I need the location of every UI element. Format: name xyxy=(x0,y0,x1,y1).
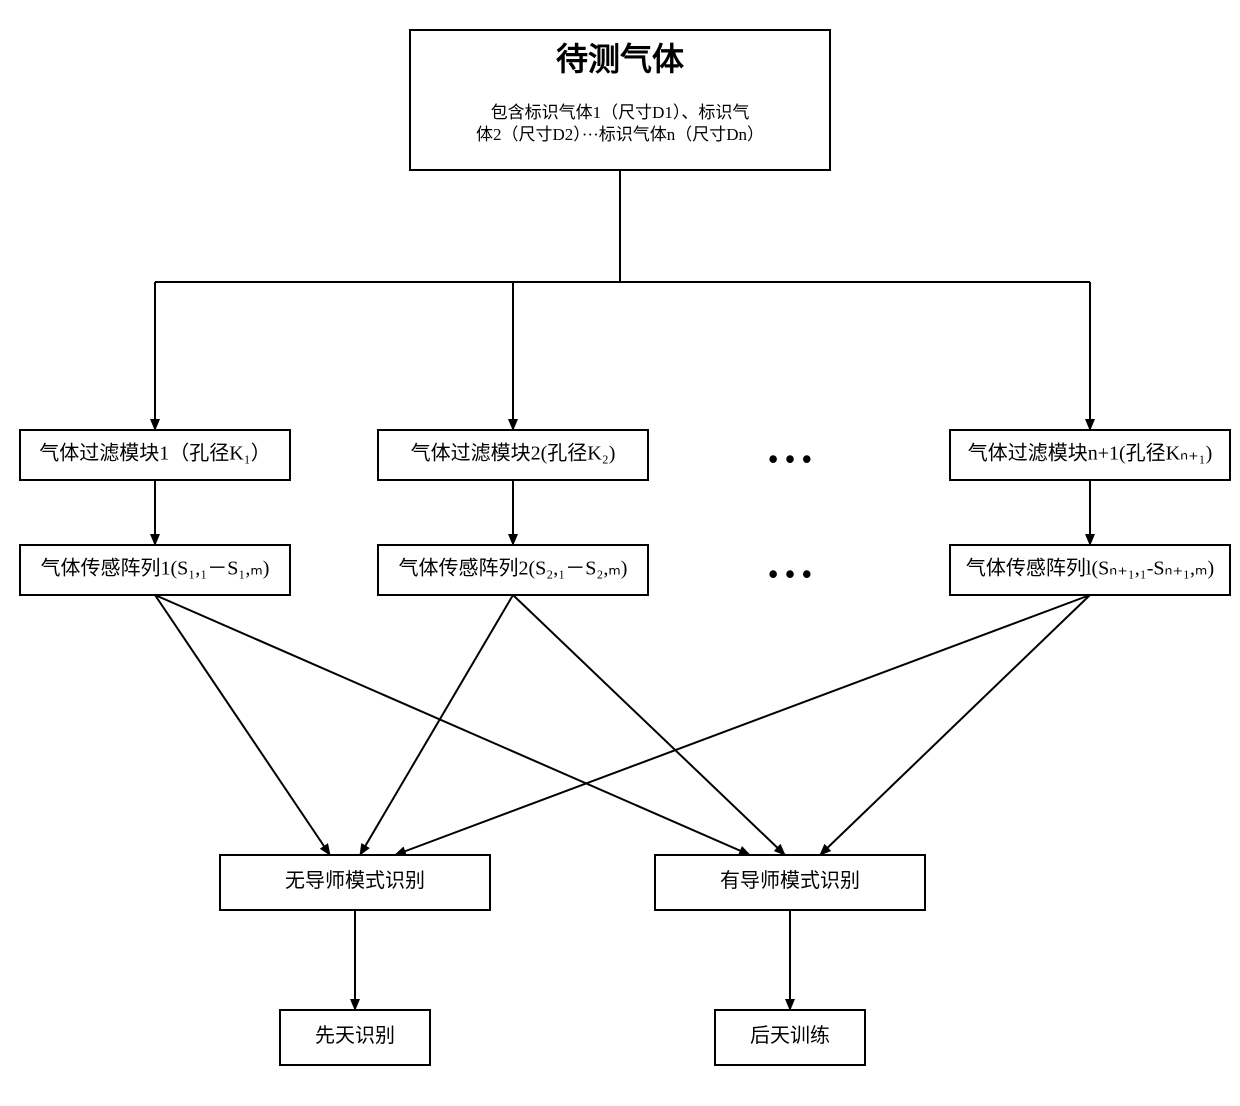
node-label: 气体传感阵列1(S₁,₁－S₁,ₘ) xyxy=(41,557,270,580)
ellipsis-dots: • • • xyxy=(768,444,811,475)
node-filter2: 气体过滤模块2(孔径K₂) xyxy=(378,430,648,480)
node-out_left: 先天识别 xyxy=(280,1010,430,1065)
node-sensor3: 气体传感阵列l(Sₙ₊₁,₁-Sₙ₊₁,ₘ) xyxy=(950,545,1230,595)
node-subtitle: 包含标识气体1（尺寸D1）、标识气 xyxy=(491,103,750,122)
ellipsis-dots: • • • xyxy=(768,559,811,590)
edge xyxy=(395,595,1090,855)
node-label: 无导师模式识别 xyxy=(285,869,425,892)
node-label: 有导师模式识别 xyxy=(720,869,860,892)
edge xyxy=(155,595,750,855)
node-label: 气体过滤模块2(孔径K₂) xyxy=(411,442,616,465)
node-recog_left: 无导师模式识别 xyxy=(220,855,490,910)
node-label: 气体传感阵列2(S₂,₁－S₂,ₘ) xyxy=(399,557,628,580)
node-recog_right: 有导师模式识别 xyxy=(655,855,925,910)
node-label: 气体过滤模块1（孔径K₁） xyxy=(39,442,270,465)
node-subtitle: 体2（尺寸D2）···标识气体n（尺寸Dn） xyxy=(476,125,764,144)
node-label: 先天识别 xyxy=(315,1024,395,1047)
node-filter3: 气体过滤模块n+1(孔径Kₙ₊₁) xyxy=(950,430,1230,480)
node-out_right: 后天训练 xyxy=(715,1010,865,1065)
flowchart-canvas: 待测气体包含标识气体1（尺寸D1）、标识气体2（尺寸D2）···标识气体n（尺寸… xyxy=(0,0,1240,1106)
node-label: 气体过滤模块n+1(孔径Kₙ₊₁) xyxy=(968,442,1213,465)
node-title: 待测气体 xyxy=(556,41,684,77)
edge xyxy=(820,595,1090,855)
node-label: 后天训练 xyxy=(750,1024,830,1047)
node-top: 待测气体包含标识气体1（尺寸D1）、标识气体2（尺寸D2）···标识气体n（尺寸… xyxy=(410,30,830,170)
node-filter1: 气体过滤模块1（孔径K₁） xyxy=(20,430,290,480)
edge xyxy=(360,595,513,855)
node-label: 气体传感阵列l(Sₙ₊₁,₁-Sₙ₊₁,ₘ) xyxy=(966,557,1214,580)
node-sensor2: 气体传感阵列2(S₂,₁－S₂,ₘ) xyxy=(378,545,648,595)
node-sensor1: 气体传感阵列1(S₁,₁－S₁,ₘ) xyxy=(20,545,290,595)
